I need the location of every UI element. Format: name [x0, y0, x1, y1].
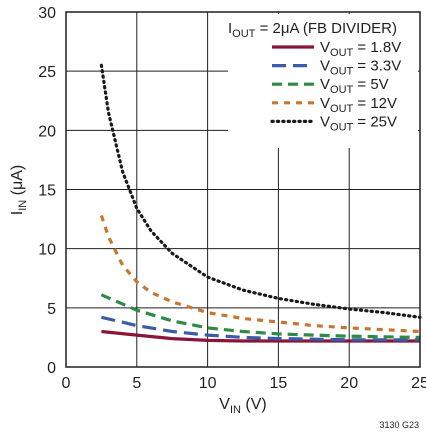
x-tick-label: 10	[199, 375, 217, 392]
x-tick-labels: 0 5 10 15 20 25	[62, 375, 426, 392]
legend-background	[228, 14, 418, 148]
legend: IOUT = 2μA (FB DIVIDER) VOUT = 1.8VVOUT …	[228, 14, 418, 148]
legend-label-3: VOUT = 5V	[320, 76, 389, 96]
legend-label-4: VOUT = 12V	[320, 95, 397, 115]
series-line-1	[101, 329, 420, 343]
series-line-3	[100, 293, 421, 339]
legend-label-1: VOUT = 1.8V	[320, 39, 401, 59]
y-tick-label: 0	[47, 360, 56, 377]
y-tick-label: 15	[38, 183, 56, 200]
x-tick-label: 20	[340, 375, 358, 392]
x-tick-label: 25	[411, 375, 426, 392]
y-tick-labels: 0 5 10 15 20 25 30	[38, 5, 56, 377]
legend-label-5: VOUT = 25V	[320, 113, 397, 133]
x-axis-label: VIN (V)	[219, 396, 266, 416]
x-tick-label: 0	[62, 375, 71, 392]
series-group	[99, 63, 422, 343]
y-tick-label: 5	[47, 301, 56, 318]
y-axis-label: IIN (μA)	[9, 165, 29, 215]
x-tick-label: 5	[132, 375, 141, 392]
legend-label-2: VOUT = 3.3V	[320, 58, 401, 78]
series-line-5	[99, 63, 422, 319]
series-line-2	[101, 315, 420, 342]
y-tick-label: 25	[38, 64, 56, 81]
x-tick-label: 15	[270, 375, 288, 392]
y-tick-label: 10	[38, 242, 56, 259]
legend-title: IOUT = 2μA (FB DIVIDER)	[228, 20, 397, 40]
y-tick-label: 30	[38, 5, 56, 22]
y-tick-label: 20	[38, 123, 56, 140]
figure-footnote: 3130 G23	[379, 420, 419, 430]
plot-frame	[65, 11, 421, 368]
